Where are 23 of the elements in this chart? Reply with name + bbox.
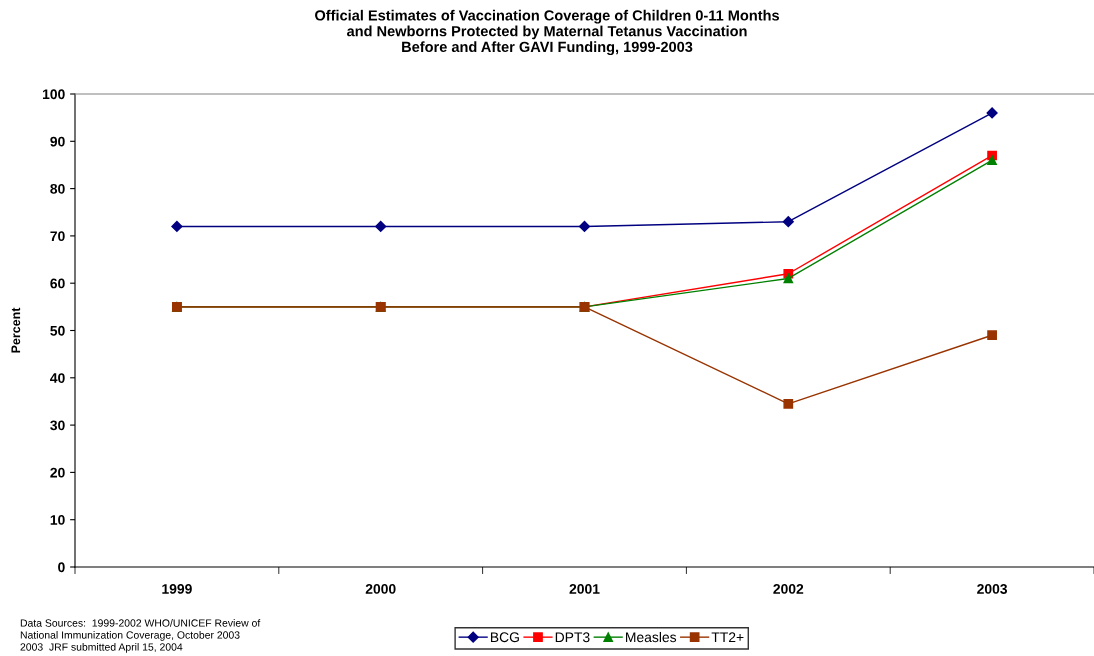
chart-title: Official Estimates of Vaccination Coverage of Children 0-11 Months and Newborns Protected by Maternal Tetanus Vaccination Before and After GAVI Funding, 1999-2003	[315, 9, 779, 55]
x-tick-label: 2001	[569, 584, 600, 594]
legend-label: BCG	[490, 632, 519, 643]
y-tick-label: 40	[50, 373, 65, 383]
legend-label: TT2+	[711, 632, 744, 643]
y-tick-label: 30	[50, 420, 65, 431]
legend-label: Measles	[626, 631, 677, 643]
text: Data Sources: 1999-2002 WHO/UNICEF Review of National Immunization Coverage, October 2003 2003 JRF submitted April 15, 2004	[20, 619, 261, 653]
y-axis-title: Percent	[11, 307, 21, 353]
y-tick-label: 10	[50, 515, 65, 525]
y-tick-label: 60	[50, 278, 65, 289]
x-tick-label: 2000	[365, 584, 396, 594]
y-tick-label: 90	[50, 136, 65, 147]
legend-label: DPT3	[555, 632, 590, 643]
y-tick-label: 70	[50, 231, 65, 242]
x-tick-label: 2003	[977, 584, 1008, 594]
x-tick-label: 2002	[773, 584, 804, 594]
y-tick-label: 80	[50, 183, 65, 194]
y-tick-label: 0	[58, 562, 65, 573]
x-tick-label: 1999	[162, 584, 192, 594]
y-tick-label: 50	[50, 325, 65, 336]
y-tick-label: 20	[50, 467, 65, 478]
y-tick-label: 100	[42, 89, 65, 100]
